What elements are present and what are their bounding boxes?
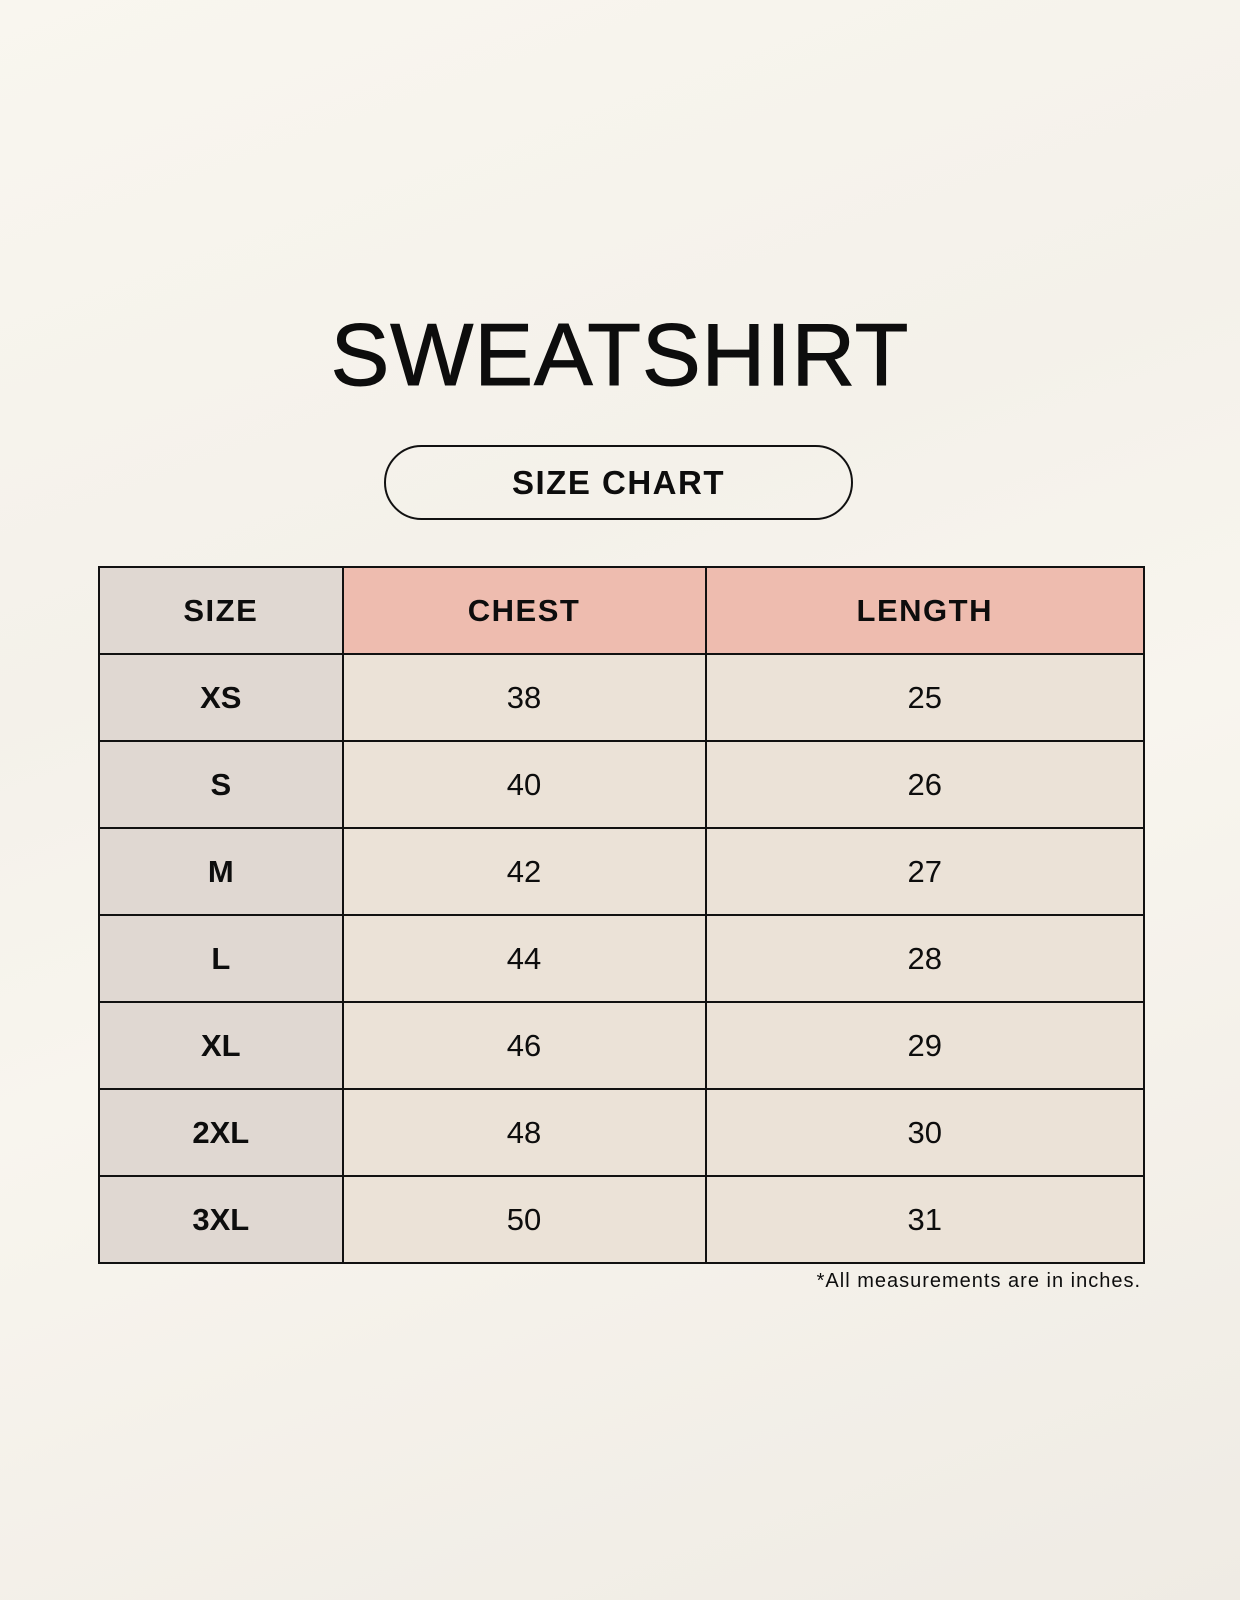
table-row: M 42 27 — [98, 827, 1145, 916]
header-length: LENGTH — [704, 566, 1145, 655]
chest-cell: 42 — [341, 827, 707, 916]
size-chart-label: SIZE CHART — [384, 445, 853, 520]
page-title: SWEATSHIRT — [330, 305, 910, 405]
length-cell: 30 — [704, 1088, 1145, 1177]
size-cell: S — [98, 740, 344, 829]
size-cell: M — [98, 827, 344, 916]
size-table: SIZE CHEST LENGTH XS 38 25 S 40 26 M 42 27 L 44 28 X… — [98, 566, 1145, 1264]
length-cell: 28 — [704, 914, 1145, 1003]
chest-cell: 50 — [341, 1175, 707, 1264]
chest-cell: 38 — [341, 653, 707, 742]
footnote: *All measurements are in inches. — [816, 1270, 1141, 1292]
size-cell: L — [98, 914, 344, 1003]
table-header-row: SIZE CHEST LENGTH — [98, 566, 1145, 655]
table-row: L 44 28 — [98, 914, 1145, 1003]
length-cell: 31 — [704, 1175, 1145, 1264]
table-row: S 40 26 — [98, 740, 1145, 829]
header-chest: CHEST — [341, 566, 707, 655]
table-row: 2XL 48 30 — [98, 1088, 1145, 1177]
size-cell: XS — [98, 653, 344, 742]
size-cell: 2XL — [98, 1088, 344, 1177]
length-cell: 25 — [704, 653, 1145, 742]
length-cell: 29 — [704, 1001, 1145, 1090]
header-size: SIZE — [98, 566, 344, 655]
size-cell: 3XL — [98, 1175, 344, 1264]
table-row: XS 38 25 — [98, 653, 1145, 742]
length-cell: 27 — [704, 827, 1145, 916]
table-row: XL 46 29 — [98, 1001, 1145, 1090]
chest-cell: 48 — [341, 1088, 707, 1177]
chest-cell: 40 — [341, 740, 707, 829]
chest-cell: 46 — [341, 1001, 707, 1090]
size-cell: XL — [98, 1001, 344, 1090]
chest-cell: 44 — [341, 914, 707, 1003]
length-cell: 26 — [704, 740, 1145, 829]
table-row: 3XL 50 31 — [98, 1175, 1145, 1264]
